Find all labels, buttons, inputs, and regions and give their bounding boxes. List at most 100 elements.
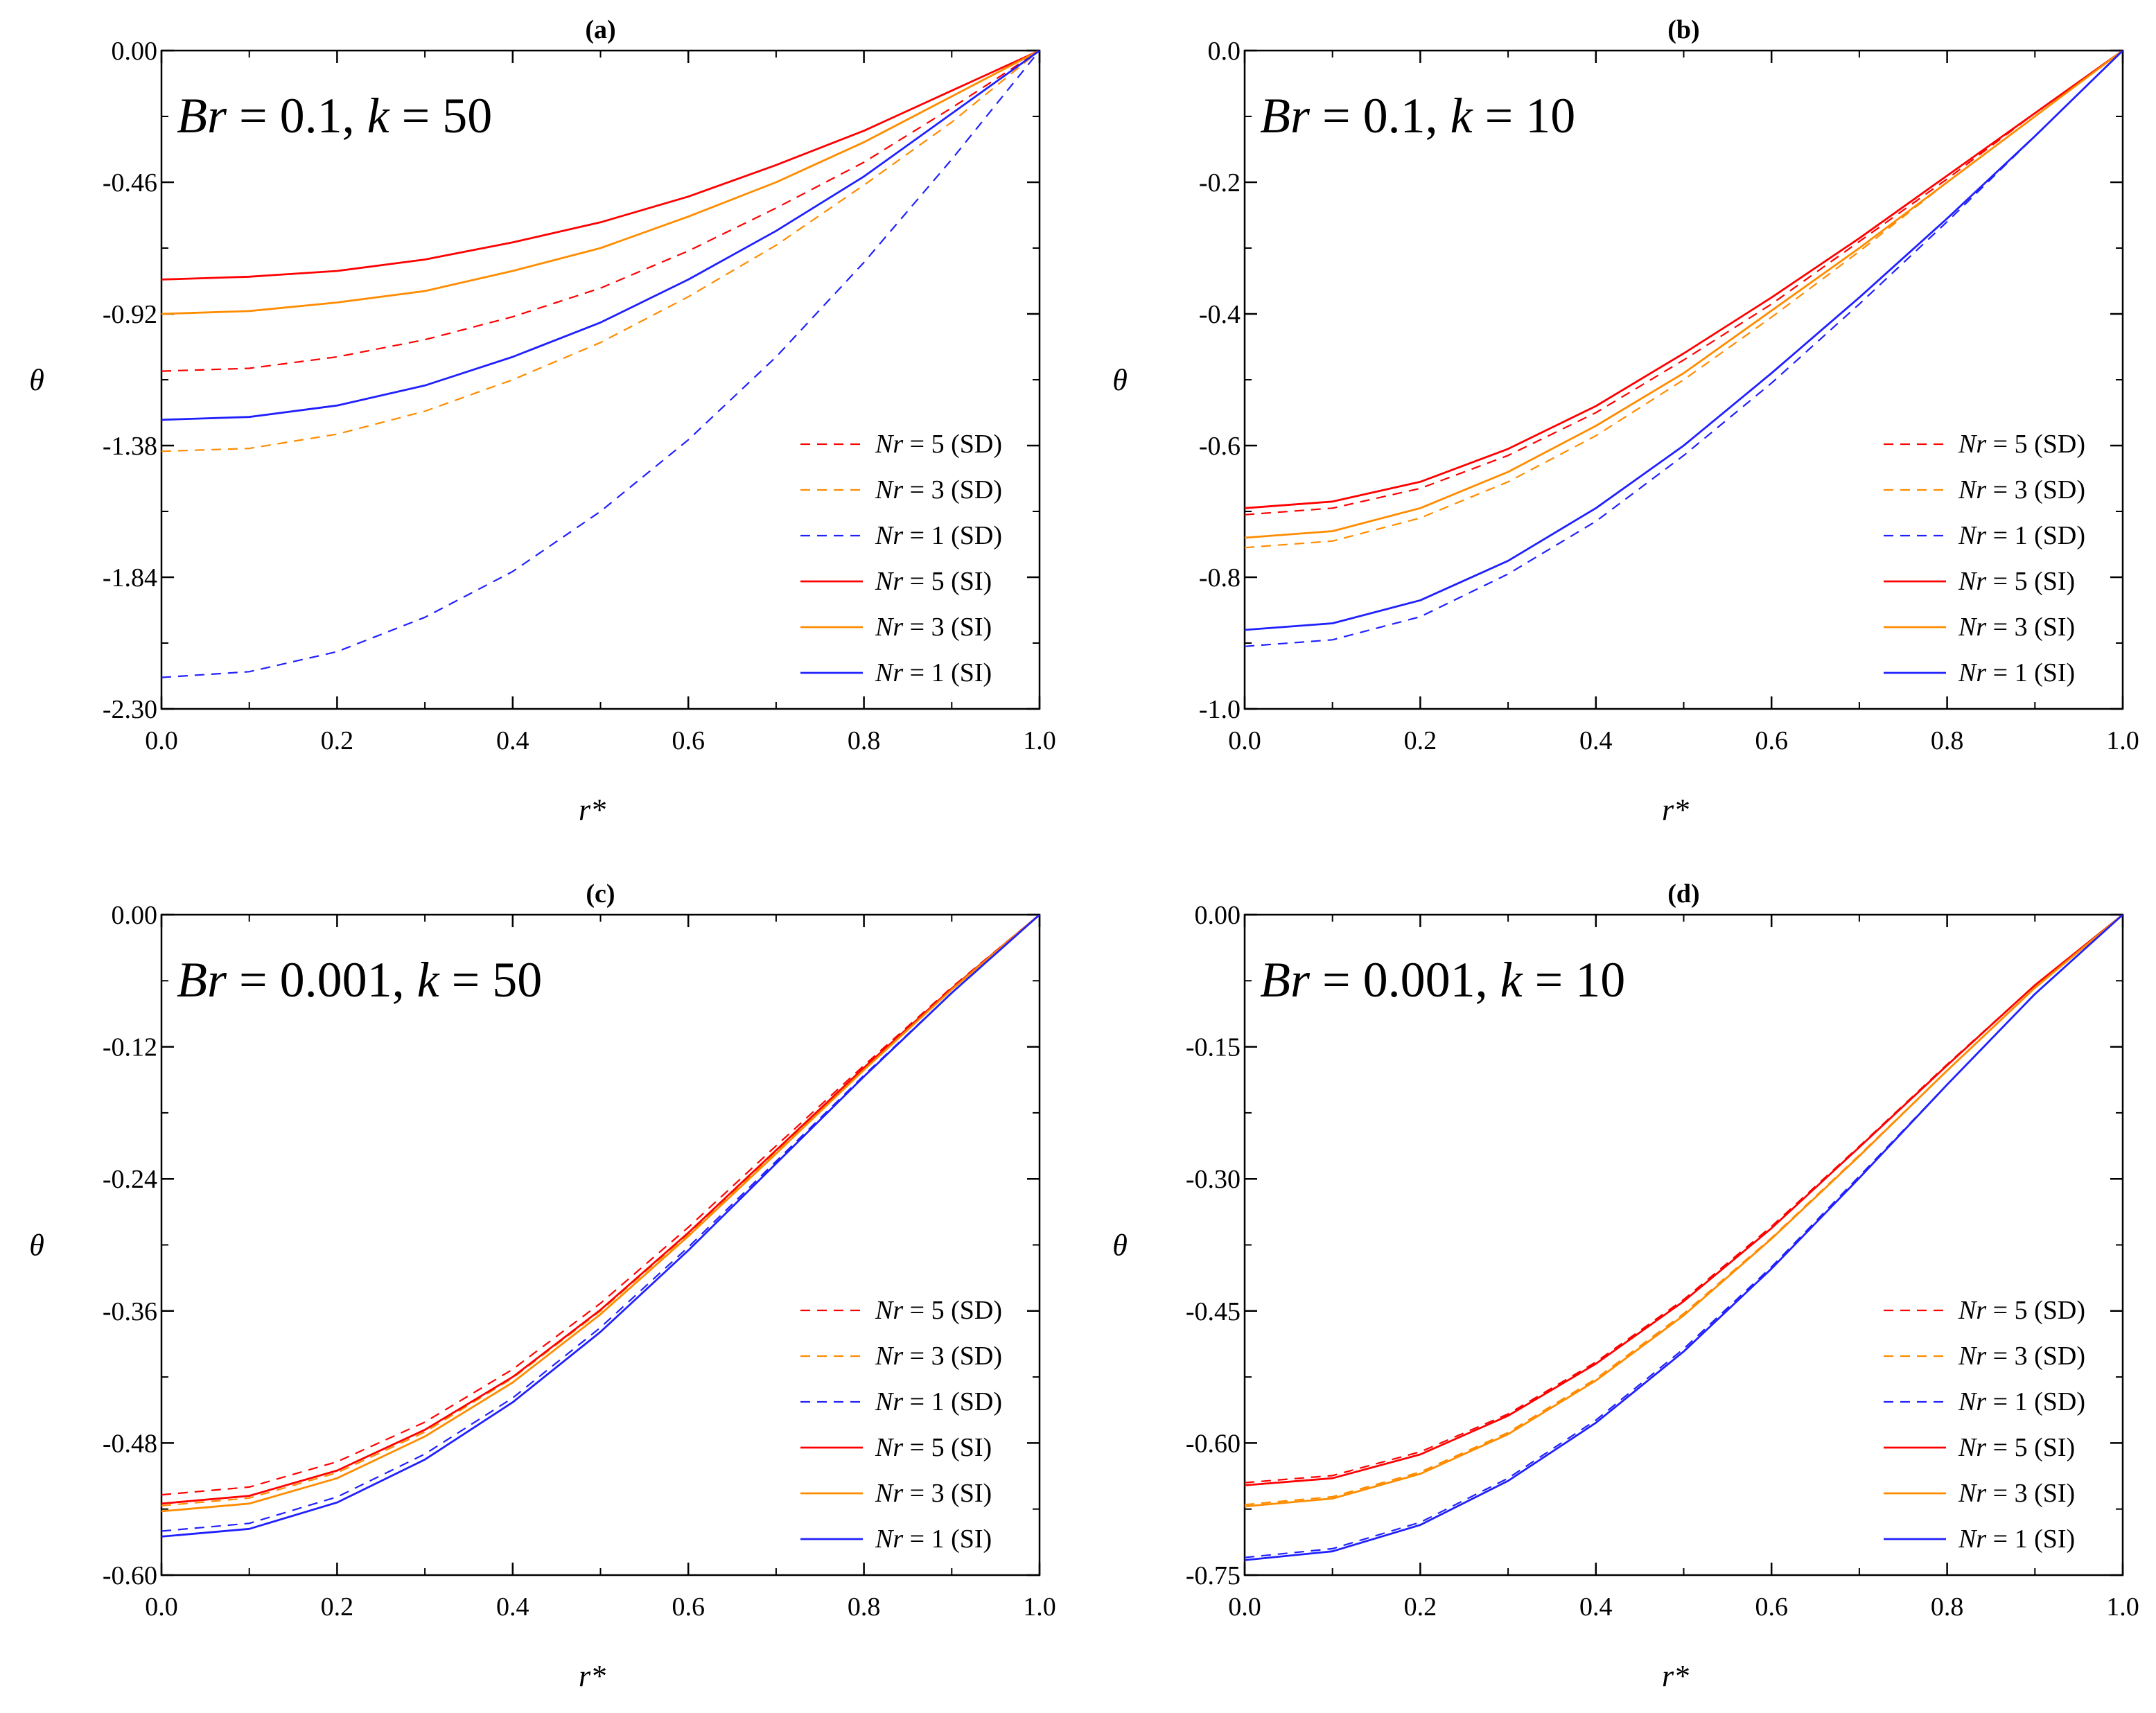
series-line-nr3-si: [161, 51, 1040, 315]
x-tick-label: 0.8: [1931, 726, 1964, 755]
x-tick-label: 0.2: [1404, 1592, 1437, 1622]
series-line-nr5-si: [1245, 51, 2123, 509]
x-tick-label: 0.2: [321, 1592, 354, 1622]
series-line-nr5-si: [1245, 915, 2123, 1486]
series-group: [161, 51, 1040, 678]
y-tick-label: -0.2: [1199, 168, 1241, 197]
legend-label-nr3-si: Nr = 3 (SI): [875, 613, 992, 642]
y-tick-label: -0.92: [103, 300, 157, 329]
legend-label-nr1-si: Nr = 1 (SI): [875, 658, 992, 687]
x-tick-label: 0.4: [1579, 726, 1613, 755]
x-tick-label: 0.0: [1228, 726, 1261, 755]
parameter-annotation: Br = 0.1, k = 10: [1260, 88, 1575, 143]
y-tick-label: 0.00: [1195, 901, 1241, 930]
x-tick-label: 0.0: [145, 1592, 178, 1622]
series-line-nr1-si: [1245, 915, 2123, 1561]
legend-label-nr5-sd: Nr = 5 (SD): [1958, 1296, 2085, 1325]
parameter-annotation: Br = 0.001, k = 10: [1260, 952, 1625, 1008]
y-tick-label: -1.0: [1199, 695, 1241, 724]
y-tick-label: -0.75: [1186, 1561, 1241, 1590]
y-tick-label: -0.24: [103, 1165, 157, 1194]
legend-label-nr3-sd: Nr = 3 (SD): [875, 475, 1002, 504]
plot-frame: [1243, 913, 2124, 1576]
series-group: [1245, 51, 2123, 647]
y-tick-label: 0.00: [112, 37, 158, 66]
y-tick-label: -0.4: [1199, 300, 1241, 329]
y-tick-label: -1.38: [103, 432, 157, 461]
x-tick-label: 1.0: [2106, 726, 2139, 755]
series-line-nr1-sd: [161, 51, 1040, 678]
series-line-nr3-si: [1245, 915, 2123, 1508]
x-tick-label: 0.2: [1404, 726, 1437, 755]
legend: Nr = 5 (SD) Nr = 3 (SD) Nr = 1 (SD) Nr = 5 …: [1884, 1296, 2085, 1554]
y-tick-label: -0.6: [1199, 432, 1241, 461]
x-tick-label: 0.6: [672, 1592, 705, 1622]
legend-label-nr5-sd: Nr = 5 (SD): [1958, 430, 2085, 459]
legend-label-nr1-sd: Nr = 1 (SD): [1958, 521, 2085, 550]
legend-label-nr1-si: Nr = 1 (SI): [1958, 658, 2075, 687]
chart-panel-c: (c) 0.0 0.2 0.4 0.6 0.8 1.0 0.00 -0.12 -0.24 -0.36…: [29, 879, 1056, 1693]
parameter-annotation: Br = 0.1, k = 50: [177, 88, 492, 143]
legend-label-nr5-si: Nr = 5 (SI): [875, 567, 992, 596]
legend: Nr = 5 (SD) Nr = 3 (SD) Nr = 1 (SD) Nr = 5 …: [800, 430, 1002, 687]
legend-label-nr5-si: Nr = 5 (SI): [1958, 1433, 2075, 1462]
x-tick-label: 0.4: [1579, 1592, 1613, 1622]
y-tick-label: -0.36: [103, 1297, 157, 1326]
legend-label-nr1-sd: Nr = 1 (SD): [875, 521, 1002, 550]
plot-frame: [160, 49, 1041, 710]
y-tick-label: -0.15: [1186, 1033, 1241, 1062]
series-group: [161, 915, 1040, 1538]
series-line-nr1-si: [161, 915, 1040, 1538]
y-tick-label: -2.30: [103, 695, 157, 724]
y-tick-label: -0.48: [103, 1429, 157, 1458]
x-tick-label: 1.0: [1023, 726, 1056, 755]
x-tick-label: 0.6: [1755, 1592, 1788, 1622]
x-tick-label: 0.4: [496, 726, 529, 755]
series-line-nr3-si: [161, 915, 1040, 1513]
panel-title: (c): [586, 879, 615, 908]
y-axis-label: θ: [29, 363, 44, 397]
series-line-nr5-si: [161, 51, 1040, 281]
y-tick-label: -0.46: [103, 168, 157, 197]
legend-label-nr1-sd: Nr = 1 (SD): [1958, 1387, 2085, 1416]
y-tick-label: -0.12: [103, 1033, 157, 1062]
y-tick-label: -0.45: [1186, 1297, 1241, 1326]
chart-panel-a: (a) 0.0 0.2 0.4 0.6 0.8 1.0 0.00 -0.46 -0.92 -1.38…: [29, 15, 1056, 827]
y-tick-label: -0.60: [1186, 1429, 1241, 1458]
legend-label-nr5-si: Nr = 5 (SI): [1958, 567, 2075, 596]
x-tick-label: 0.8: [848, 726, 881, 755]
y-tick-label: -0.30: [1186, 1165, 1241, 1194]
plot-frame: [160, 913, 1041, 1576]
x-axis-label: r*: [579, 793, 606, 827]
y-tick-label: -0.60: [103, 1561, 157, 1590]
legend-label-nr5-sd: Nr = 5 (SD): [875, 1296, 1002, 1325]
x-tick-label: 0.6: [672, 726, 705, 755]
series-line-nr5-sd: [1245, 915, 2123, 1484]
y-axis-label: θ: [1112, 363, 1128, 397]
x-axis-label: r*: [1662, 793, 1689, 827]
x-axis-label: r*: [579, 1659, 606, 1693]
legend-label-nr5-si: Nr = 5 (SI): [875, 1433, 992, 1462]
parameter-annotation: Br = 0.001, k = 50: [177, 952, 542, 1008]
legend-label-nr1-si: Nr = 1 (SI): [875, 1525, 992, 1554]
panel-title: (d): [1667, 879, 1699, 908]
x-tick-label: 0.2: [321, 726, 354, 755]
panel-title: (a): [585, 15, 615, 44]
x-tick-label: 1.0: [1023, 1592, 1056, 1622]
series-line-nr1-si: [1245, 51, 2123, 631]
legend-label-nr3-sd: Nr = 3 (SD): [875, 1342, 1002, 1371]
y-axis-label: θ: [29, 1229, 44, 1263]
legend-label-nr3-si: Nr = 3 (SI): [875, 1479, 992, 1508]
legend: Nr = 5 (SD) Nr = 3 (SD) Nr = 1 (SD) Nr = 5 …: [800, 1296, 1002, 1554]
legend-label-nr3-sd: Nr = 3 (SD): [1958, 475, 2085, 504]
x-tick-label: 0.6: [1755, 726, 1788, 755]
y-tick-label: -0.8: [1199, 563, 1241, 592]
x-tick-label: 0.0: [1228, 1592, 1261, 1622]
legend: Nr = 5 (SD) Nr = 3 (SD) Nr = 1 (SD) Nr = 5 …: [1884, 430, 2085, 687]
series-line-nr5-si: [161, 915, 1040, 1505]
x-axis-label: r*: [1662, 1659, 1689, 1693]
y-tick-label: -1.84: [103, 563, 157, 592]
x-tick-label: 0.8: [1931, 1592, 1964, 1622]
legend-label-nr3-sd: Nr = 3 (SD): [1958, 1342, 2085, 1371]
x-tick-label: 0.4: [496, 1592, 529, 1622]
